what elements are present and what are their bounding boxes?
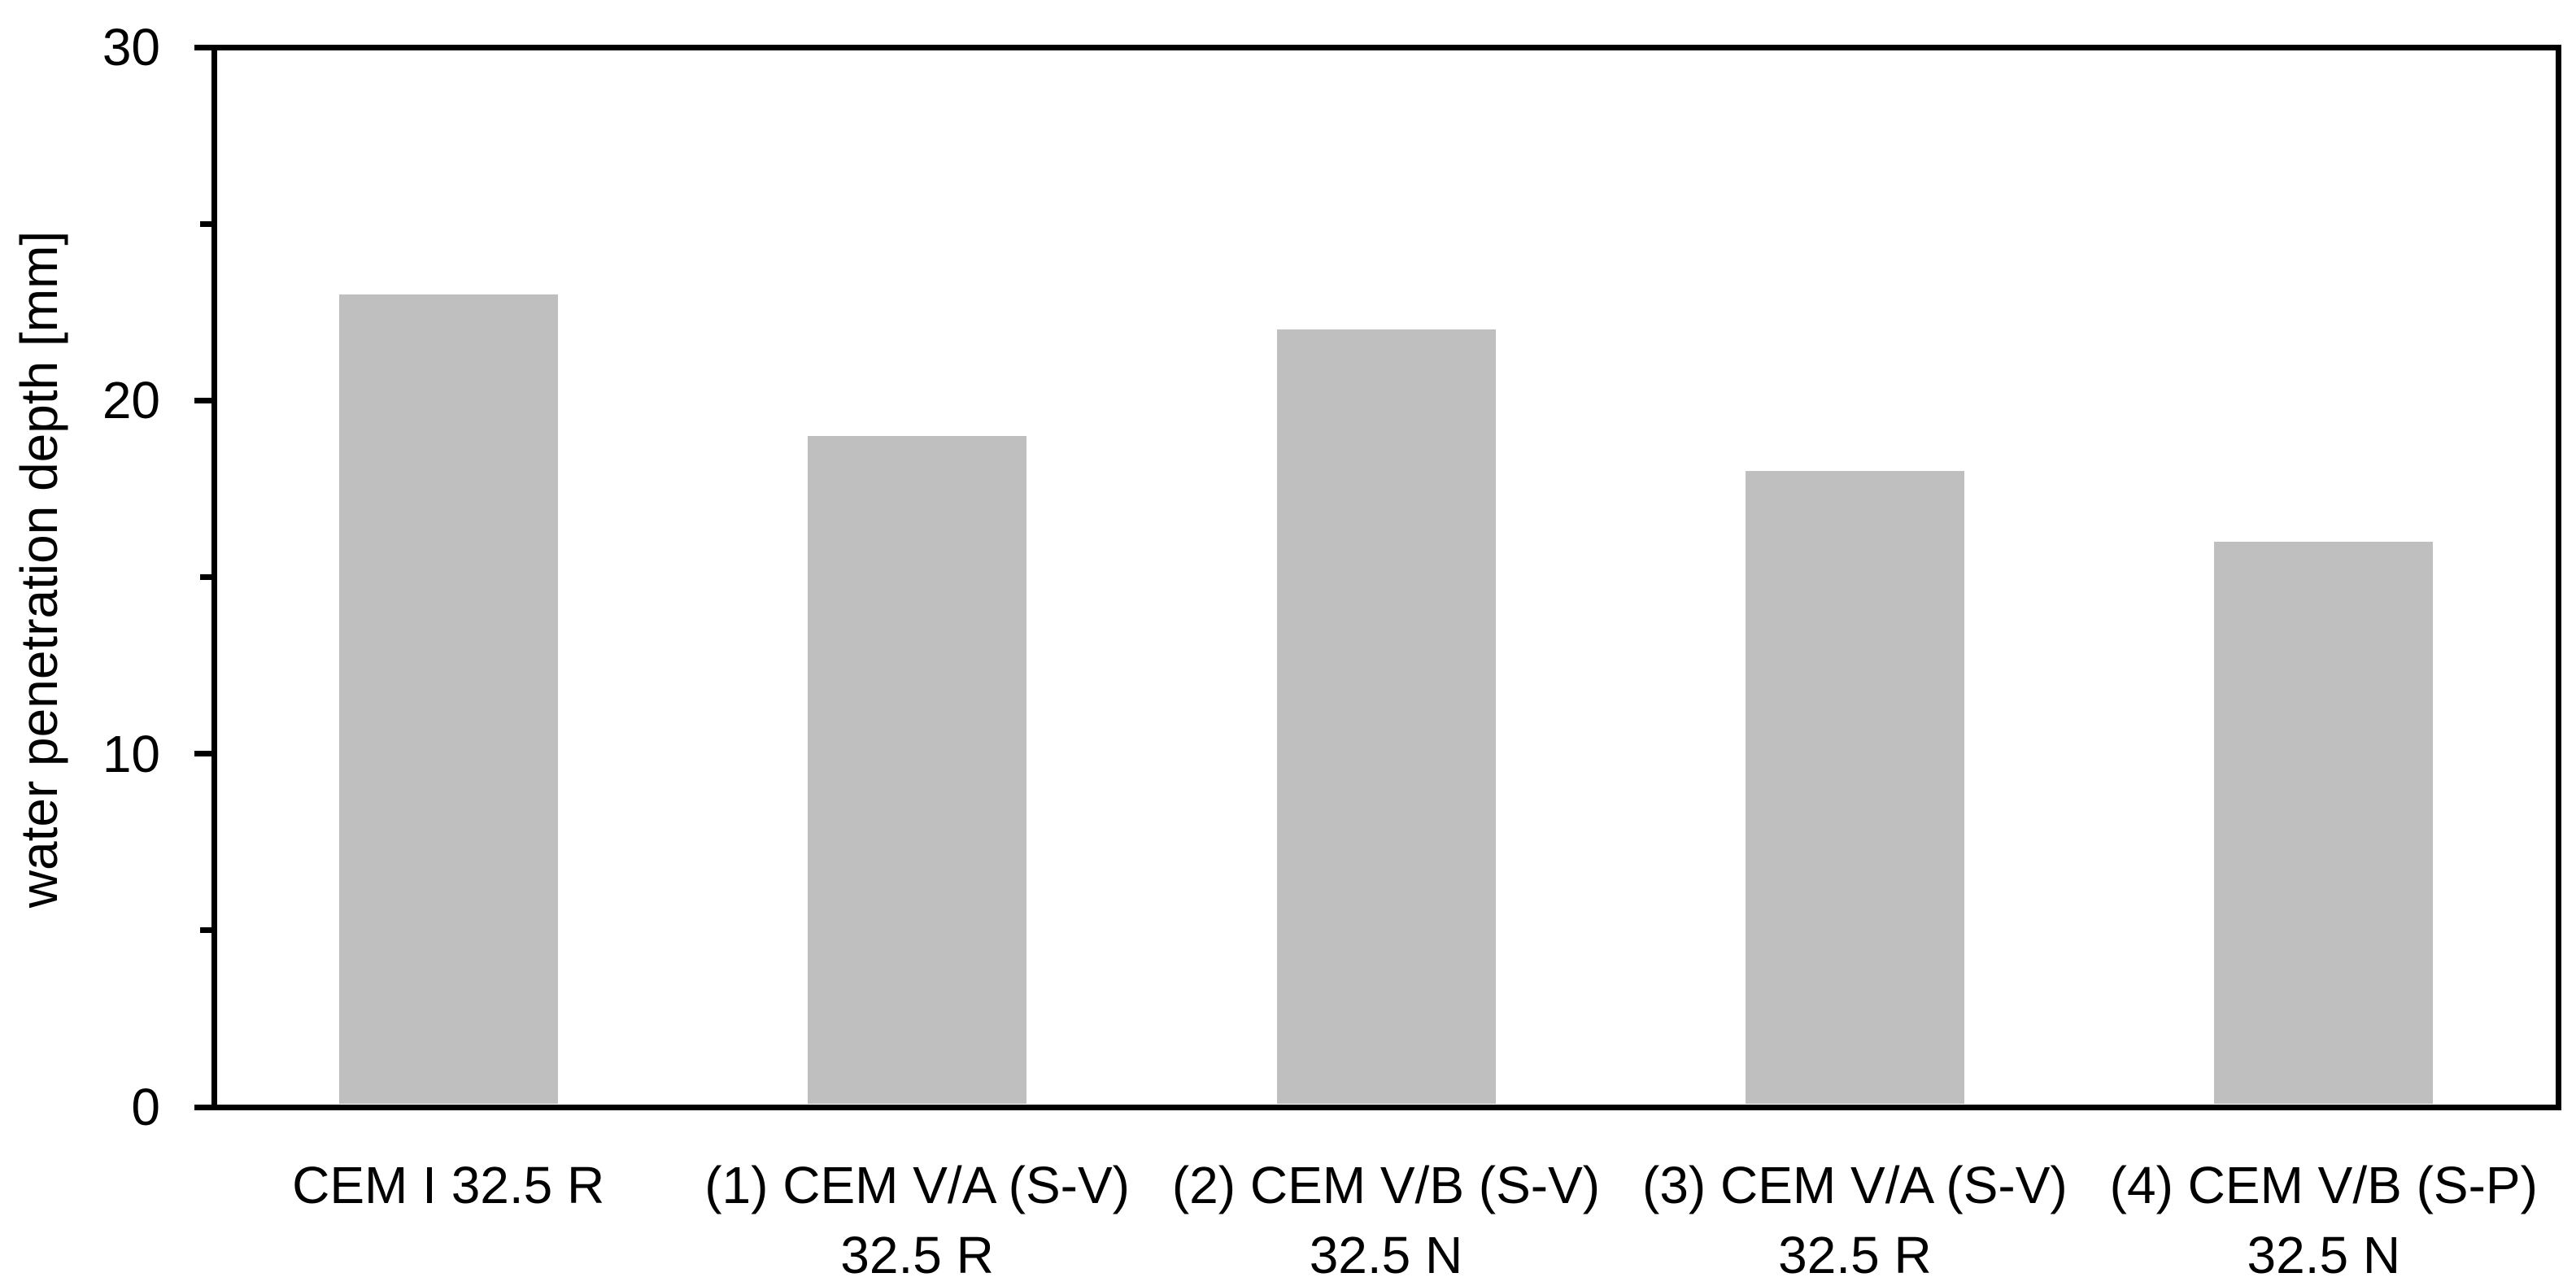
y-major-tick-0	[194, 1104, 214, 1110]
x-category-label-line2: 32.5 N	[2247, 1226, 2401, 1284]
x-category-label-5: (4) CEM V/B (S-P) 32.5 N	[2090, 1150, 2558, 1286]
bar-4	[1745, 471, 1964, 1105]
bar-5	[2214, 542, 2434, 1105]
x-category-label-1: CEM I 32.5 R	[214, 1150, 682, 1220]
x-category-label-line2: 32.5 N	[1309, 1226, 1463, 1284]
x-category-label-2: (1) CEM V/A (S-V) 32.5 R	[682, 1150, 1151, 1286]
x-category-label-line2: 32.5 R	[840, 1226, 994, 1284]
x-category-label-line1: (3) CEM V/A (S-V)	[1642, 1156, 2068, 1214]
y-minor-tick-5	[200, 927, 214, 934]
bar-1	[338, 294, 558, 1105]
x-category-label-3: (2) CEM V/B (S-V) 32.5 N	[1152, 1150, 1620, 1286]
y-tick-label-20: 20	[102, 371, 160, 430]
y-major-tick-30	[194, 44, 214, 50]
x-category-label-line1: (2) CEM V/B (S-V)	[1171, 1156, 1601, 1214]
y-tick-label-10: 10	[102, 724, 160, 783]
x-category-label-line2: 32.5 R	[1778, 1226, 1932, 1284]
y-axis-title: water penetration depth [mm]	[10, 230, 68, 909]
y-minor-tick-25	[200, 220, 214, 227]
x-category-label-4: (3) CEM V/A (S-V) 32.5 R	[1620, 1150, 2089, 1286]
y-major-tick-20	[194, 397, 214, 403]
x-category-label-line1: CEM I 32.5 R	[292, 1156, 605, 1214]
bar-2	[808, 435, 1027, 1105]
x-category-label-line1: (1) CEM V/A (S-V)	[704, 1156, 1130, 1214]
x-category-label-line1: (4) CEM V/B (S-P)	[2109, 1156, 2538, 1214]
bar-3	[1276, 329, 1496, 1105]
y-tick-label-0: 0	[131, 1078, 160, 1136]
y-tick-label-30: 30	[102, 18, 160, 76]
y-minor-tick-15	[200, 574, 214, 580]
y-major-tick-10	[194, 751, 214, 757]
